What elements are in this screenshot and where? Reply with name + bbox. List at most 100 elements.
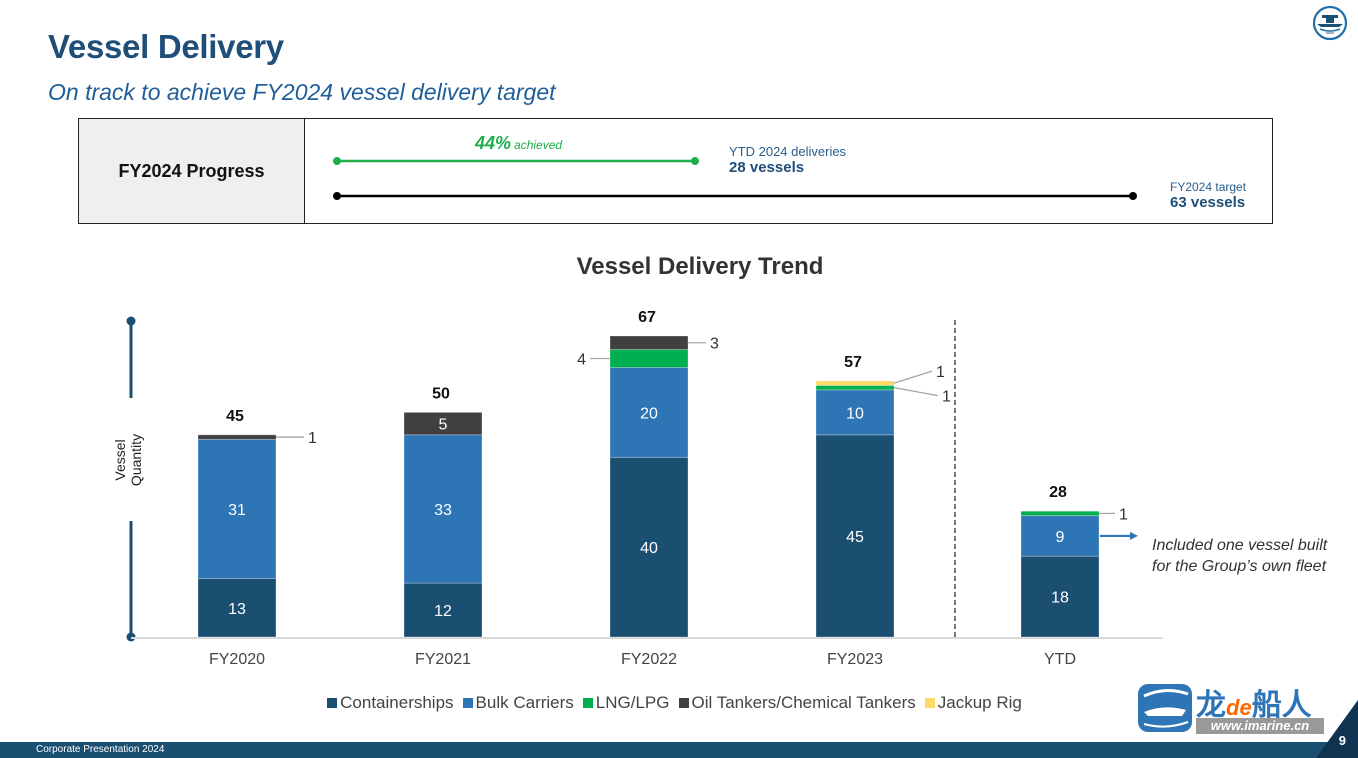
data-label: 13 xyxy=(228,601,246,618)
fy2024-target-label: FY2024 target xyxy=(1170,180,1247,194)
legend-swatch xyxy=(582,698,593,708)
watermark-brand-b: 船人 xyxy=(1251,689,1312,722)
legend-item: Jackup Rig xyxy=(924,693,1022,713)
watermark-brand-a: 龙 xyxy=(1196,689,1226,722)
legend-item: Containerships xyxy=(327,693,454,713)
y-axis-top-dot xyxy=(126,316,136,326)
watermark: 龙de船人 www.imarine.cn xyxy=(1136,680,1336,740)
x-tick-label: FY2022 xyxy=(621,651,677,668)
bar-segment-bulk-carriers-ytd xyxy=(1020,515,1100,557)
bar-segment-oil-tankers-chemical-tankers-fy2020 xyxy=(197,434,277,440)
annotation-line-1: Included one vessel built xyxy=(1152,537,1328,554)
data-label: 1 xyxy=(1119,506,1128,523)
bar-segment-containerships-ytd xyxy=(1020,555,1100,638)
watermark-url: www.imarine.cn xyxy=(1196,718,1324,734)
legend-swatch xyxy=(678,698,689,708)
fy2024-target-value: 63 vessels xyxy=(1170,194,1246,211)
x-tick-label: FY2021 xyxy=(415,651,471,668)
data-label: 10 xyxy=(846,405,864,422)
bar-segment-bulk-carriers-fy2022 xyxy=(609,367,689,458)
bar-segment-lng-lpg-fy2023 xyxy=(815,385,895,391)
data-label-leader-line xyxy=(893,387,939,397)
progress-tracks xyxy=(333,157,1137,200)
company-ship-emblem-icon xyxy=(1312,5,1348,41)
bar-segment-oil-tankers-chemical-tankers-fy2022 xyxy=(609,335,689,350)
data-label: 33 xyxy=(434,502,452,519)
data-label: 9 xyxy=(1056,529,1065,546)
bar-segment-bulk-carriers-fy2023 xyxy=(815,389,895,436)
percent-achieved-value: 44% xyxy=(475,133,512,153)
bar-segment-oil-tankers-chemical-tankers-fy2021 xyxy=(403,411,483,436)
legend-label: Jackup Rig xyxy=(937,693,1022,712)
watermark-brand-de: de xyxy=(1226,695,1252,720)
bar-segment-containerships-fy2022 xyxy=(609,456,689,638)
legend-label: Oil Tankers/Chemical Tankers xyxy=(691,693,916,712)
page-number-corner xyxy=(1316,700,1358,758)
percent-achieved-label: 44% achieved xyxy=(475,133,562,154)
vessel-delivery-chart: VesselQuantity 1331145FY20201233550FY202… xyxy=(112,309,1163,668)
data-label: 1 xyxy=(308,430,317,447)
target-start-dot xyxy=(333,192,341,200)
data-label: 40 xyxy=(640,540,658,557)
data-label: 31 xyxy=(228,502,246,519)
bar-segment-lng-lpg-fy2022 xyxy=(609,349,689,368)
page-subtitle: On track to achieve FY2024 vessel delive… xyxy=(48,79,556,105)
fy2024-target-info: FY2024 target 63 vessels xyxy=(1170,180,1246,211)
x-tick-label: FY2023 xyxy=(827,651,883,668)
data-label: 12 xyxy=(434,603,452,620)
data-label: 45 xyxy=(846,529,864,546)
data-label: 1 xyxy=(936,364,945,381)
page-number: 9 xyxy=(1338,733,1346,748)
ytd-deliveries-value: 28 vessels xyxy=(729,159,805,176)
ytd-deliveries-label: YTD 2024 deliveries xyxy=(729,144,847,159)
page-title: Vessel Delivery xyxy=(48,28,284,65)
chart-title: Vessel Delivery Trend xyxy=(576,253,824,280)
total-label: 57 xyxy=(844,354,862,371)
bar-segment-containerships-fy2020 xyxy=(197,578,277,638)
ytd-annotation: Included one vessel built for the Group’… xyxy=(1152,535,1327,577)
data-label: 1 xyxy=(942,389,951,406)
target-end-dot xyxy=(1129,192,1137,200)
ytd-deliveries-info: YTD 2024 deliveries 28 vessels xyxy=(729,144,846,176)
footer-text: Corporate Presentation 2024 xyxy=(36,744,165,755)
total-label: 28 xyxy=(1049,484,1067,501)
data-label: 5 xyxy=(439,417,448,434)
footer-bar xyxy=(0,742,1358,758)
data-label: 4 xyxy=(577,351,586,368)
data-label: 3 xyxy=(710,336,719,353)
legend-swatch xyxy=(924,698,935,708)
total-label: 45 xyxy=(226,408,244,425)
annotation-line-2: for the Group’s own fleet xyxy=(1152,558,1327,575)
legend-label: LNG/LPG xyxy=(595,693,670,712)
legend-label: Bulk Carriers xyxy=(475,693,574,712)
legend-label: Containerships xyxy=(340,693,454,712)
bar-segment-containerships-fy2021 xyxy=(403,582,483,638)
total-label: 67 xyxy=(638,309,656,326)
achieved-start-dot xyxy=(333,157,341,165)
bar-segment-lng-lpg-ytd xyxy=(1020,510,1100,517)
fy2024-progress-panel: FY2024 Progress 44% achieved YTD 2024 del… xyxy=(78,118,1273,224)
bar-segment-containerships-fy2023 xyxy=(815,434,895,638)
percent-achieved-suffix: achieved xyxy=(514,138,563,152)
x-tick-label: FY2020 xyxy=(209,651,265,668)
watermark-brand: 龙de船人 xyxy=(1196,680,1312,724)
legend-item: Bulk Carriers xyxy=(462,693,574,713)
y-axis-label: VesselQuantity xyxy=(112,434,144,486)
x-tick-label: YTD xyxy=(1044,651,1076,668)
total-label: 50 xyxy=(432,385,450,402)
bar-segment-jackup-rig-fy2023 xyxy=(815,380,895,386)
legend-swatch xyxy=(462,698,473,708)
bar-segment-bulk-carriers-fy2020 xyxy=(197,438,277,579)
arrow-right-icon xyxy=(1130,531,1138,540)
bar-segment-bulk-carriers-fy2021 xyxy=(403,434,483,584)
progress-label: FY2024 Progress xyxy=(79,119,305,223)
achieved-end-dot xyxy=(691,157,699,165)
legend-swatch xyxy=(327,698,338,708)
legend-item: LNG/LPG xyxy=(582,693,670,713)
data-label-leader-line xyxy=(893,370,933,384)
legend-item: Oil Tankers/Chemical Tankers xyxy=(678,693,916,713)
data-label: 18 xyxy=(1051,590,1069,607)
watermark-ship-icon xyxy=(1138,684,1192,732)
data-label: 20 xyxy=(640,405,658,422)
chart-legend: Containerships Bulk Carriers LNG/LPG Oil Ta… xyxy=(0,693,1358,713)
